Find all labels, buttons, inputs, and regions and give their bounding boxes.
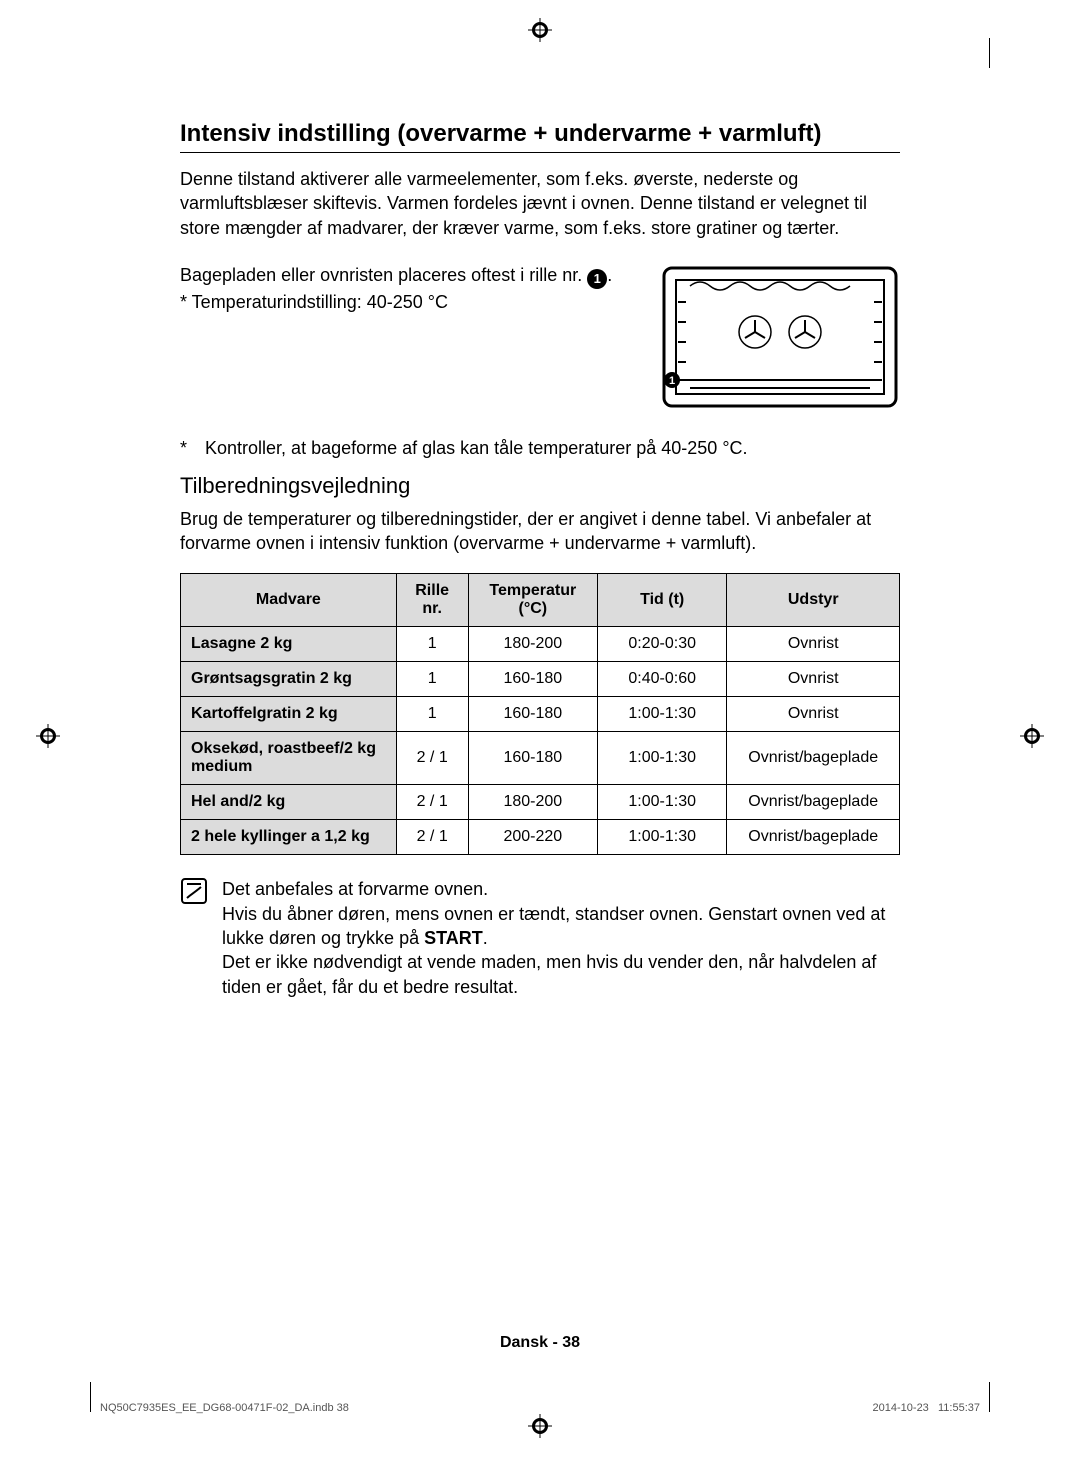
table-cell: 2 / 1: [396, 732, 468, 785]
table-cell: 180-200: [468, 627, 597, 662]
crop-mark: [989, 1382, 990, 1412]
table-cell: 1: [396, 627, 468, 662]
table-cell: 160-180: [468, 732, 597, 785]
placement-line: Bagepladen eller ovnristen placeres ofte…: [180, 265, 587, 285]
registration-mark-icon: [36, 724, 60, 748]
subheading: Tilberedningsvejledning: [180, 473, 900, 499]
intro-paragraph: Denne tilstand aktiverer alle varmeeleme…: [180, 167, 900, 240]
th-tid: Tid (t): [598, 574, 727, 627]
table-cell: 2 / 1: [396, 820, 468, 855]
table-row: Hel and/2 kg2 / 1180-2001:00-1:30Ovnrist…: [181, 785, 900, 820]
th-rille: Rille nr.: [396, 574, 468, 627]
table-cell: 1:00-1:30: [598, 785, 727, 820]
note-text: Det anbefales at forvarme ovnen. Hvis du…: [222, 877, 900, 998]
table-header-row: Madvare Rille nr. Temperatur (°C) Tid (t…: [181, 574, 900, 627]
table-cell: 160-180: [468, 697, 597, 732]
table-cell: Lasagne 2 kg: [181, 627, 397, 662]
crop-mark: [989, 38, 990, 68]
table-cell: Ovnrist: [727, 697, 900, 732]
registration-mark-icon: [528, 18, 552, 42]
table-row: 2 hele kyllinger a 1,2 kg2 / 1200-2201:0…: [181, 820, 900, 855]
table-cell: 0:20-0:30: [598, 627, 727, 662]
table-cell: 1:00-1:30: [598, 697, 727, 732]
table-cell: Ovnrist/bageplade: [727, 732, 900, 785]
placement-text: Bagepladen eller ovnristen placeres ofte…: [180, 262, 642, 316]
svg-text:1: 1: [669, 375, 675, 387]
table-cell: 180-200: [468, 785, 597, 820]
table-cell: 1: [396, 662, 468, 697]
table-cell: Grøntsagsgratin 2 kg: [181, 662, 397, 697]
note-icon: [180, 877, 208, 905]
footer-meta: NQ50C7935ES_EE_DG68-00471F-02_DA.indb 38…: [100, 1402, 980, 1414]
table-cell: 160-180: [468, 662, 597, 697]
table-cell: 1:00-1:30: [598, 820, 727, 855]
table-cell: Oksekød, roastbeef/2 kg medium: [181, 732, 397, 785]
table-cell: Ovnrist: [727, 627, 900, 662]
table-cell: Hel and/2 kg: [181, 785, 397, 820]
table-cell: Ovnrist: [727, 662, 900, 697]
table-cell: 2 hele kyllinger a 1,2 kg: [181, 820, 397, 855]
page-content: Intensiv indstilling (overvarme + underv…: [180, 120, 900, 999]
th-madvare: Madvare: [181, 574, 397, 627]
guide-text: Brug de temperaturer og tilberedningstid…: [180, 507, 900, 556]
table-cell: Kartoffelgratin 2 kg: [181, 697, 397, 732]
table-cell: Ovnrist/bageplade: [727, 820, 900, 855]
table-cell: 1: [396, 697, 468, 732]
shelf-number-icon: 1: [587, 269, 607, 289]
table-row: Oksekød, roastbeef/2 kg medium2 / 1160-1…: [181, 732, 900, 785]
page-number: Dansk - 38: [0, 1334, 1080, 1352]
table-row: Grøntsagsgratin 2 kg1160-1800:40-0:60Ovn…: [181, 662, 900, 697]
footer-file: NQ50C7935ES_EE_DG68-00471F-02_DA.indb 38: [100, 1402, 349, 1414]
registration-mark-icon: [1020, 724, 1044, 748]
table-row: Lasagne 2 kg1180-2000:20-0:30Ovnrist: [181, 627, 900, 662]
page-heading: Intensiv indstilling (overvarme + underv…: [180, 120, 900, 153]
th-udstyr: Udstyr: [727, 574, 900, 627]
note-block: Det anbefales at forvarme ovnen. Hvis du…: [180, 877, 900, 998]
table-cell: 0:40-0:60: [598, 662, 727, 697]
table-cell: 2 / 1: [396, 785, 468, 820]
placement-row: Bagepladen eller ovnristen placeres ofte…: [180, 262, 900, 412]
oven-diagram-icon: 1: [660, 262, 900, 412]
table-row: Kartoffelgratin 2 kg1160-1801:00-1:30Ovn…: [181, 697, 900, 732]
crop-mark: [90, 1382, 91, 1412]
table-cell: 1:00-1:30: [598, 732, 727, 785]
th-temp: Temperatur (°C): [468, 574, 597, 627]
table-cell: 200-220: [468, 820, 597, 855]
registration-mark-icon: [528, 1414, 552, 1438]
cooking-table: Madvare Rille nr. Temperatur (°C) Tid (t…: [180, 573, 900, 855]
glass-note: * Kontroller, at bageforme af glas kan t…: [180, 438, 900, 459]
temp-setting: * Temperaturindstilling: 40-250 °C: [180, 292, 448, 312]
table-cell: Ovnrist/bageplade: [727, 785, 900, 820]
